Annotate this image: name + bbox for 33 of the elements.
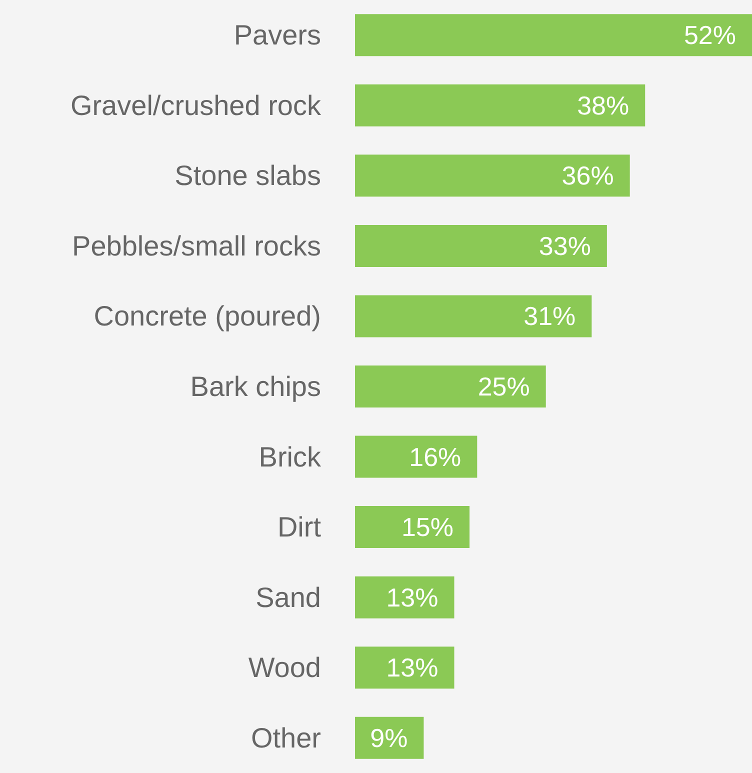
data-label: 25% xyxy=(478,372,530,402)
data-label: 15% xyxy=(401,512,454,542)
bar xyxy=(355,154,630,197)
data-label: 38% xyxy=(577,90,630,120)
bar xyxy=(355,84,646,126)
bar xyxy=(355,295,592,338)
data-label: 52% xyxy=(684,20,736,50)
bar xyxy=(355,436,478,478)
y-tick-label: Stone slabs xyxy=(174,160,321,192)
data-label: 13% xyxy=(386,652,438,683)
y-tick-label: Bark chips xyxy=(190,371,321,402)
data-label: 16% xyxy=(409,442,462,472)
data-label: 36% xyxy=(562,160,614,191)
data-label: 33% xyxy=(538,230,591,261)
bar xyxy=(355,716,424,759)
bar xyxy=(355,14,752,56)
data-label: 9% xyxy=(370,722,408,753)
bar xyxy=(355,224,607,267)
y-tick-label: Pebbles/small rocks xyxy=(72,230,321,262)
bar xyxy=(355,366,546,408)
y-tick-label: Concrete (poured) xyxy=(94,300,321,332)
y-tick-label: Brick xyxy=(258,441,322,472)
y-tick-label: Wood xyxy=(248,652,321,684)
y-tick-label: Sand xyxy=(256,582,321,613)
y-tick-label: Gravel/crushed rock xyxy=(70,90,322,121)
bar xyxy=(355,576,454,618)
data-label: 31% xyxy=(524,301,576,332)
y-tick-label: Other xyxy=(250,722,321,754)
y-tick-label: Pavers xyxy=(234,20,321,51)
data-label: 13% xyxy=(386,582,438,612)
bar xyxy=(355,646,454,689)
bar xyxy=(355,506,470,548)
y-tick-label: Dirt xyxy=(277,512,322,543)
